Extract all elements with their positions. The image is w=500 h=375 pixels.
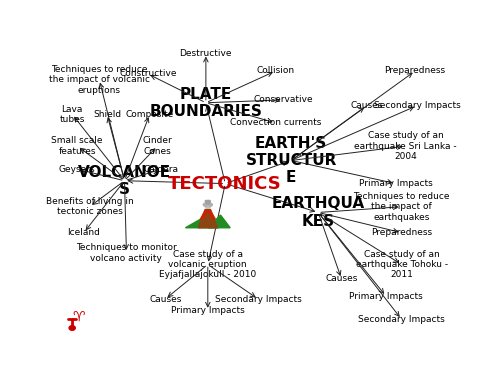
- Text: Techniques to reduce
the impact of volcanic
eruptions: Techniques to reduce the impact of volca…: [49, 65, 150, 94]
- Text: Constructive: Constructive: [119, 69, 176, 78]
- Text: Lava
tubes: Lava tubes: [60, 105, 85, 124]
- Text: EARTH'S
STRUCTUR
E: EARTH'S STRUCTUR E: [246, 136, 337, 185]
- Text: Destructive: Destructive: [180, 49, 232, 58]
- Text: Preparedness: Preparedness: [371, 228, 432, 237]
- Text: Causes: Causes: [149, 295, 182, 304]
- Circle shape: [69, 326, 75, 330]
- Text: EARTHQUA
KES: EARTHQUA KES: [272, 196, 365, 229]
- Polygon shape: [208, 210, 216, 219]
- Circle shape: [205, 204, 210, 208]
- Text: Primary Impacts: Primary Impacts: [349, 292, 423, 301]
- Circle shape: [208, 200, 210, 202]
- Polygon shape: [198, 210, 218, 228]
- Text: Case study of an
earthquake Sri Lanka -
2004: Case study of an earthquake Sri Lanka - …: [354, 131, 457, 161]
- Text: Techniques to monitor
volcano activity: Techniques to monitor volcano activity: [76, 243, 177, 262]
- Text: Secondary Impacts: Secondary Impacts: [215, 295, 302, 304]
- Text: Geysers: Geysers: [59, 165, 96, 174]
- Text: Causes: Causes: [326, 274, 358, 284]
- Text: ♈: ♈: [72, 309, 85, 323]
- Text: Techniques to reduce
the impact of
earthquakes: Techniques to reduce the impact of earth…: [354, 192, 450, 222]
- Text: Iceland: Iceland: [68, 228, 100, 237]
- Text: Benefits of living in
tectonic zones: Benefits of living in tectonic zones: [46, 197, 134, 216]
- Text: Conservative: Conservative: [254, 95, 313, 104]
- Polygon shape: [186, 216, 218, 228]
- Circle shape: [204, 203, 207, 206]
- Text: Shield: Shield: [93, 110, 121, 119]
- Text: VOLCANOE
S: VOLCANOE S: [78, 165, 171, 197]
- Text: Small scale
features: Small scale features: [52, 136, 103, 156]
- Polygon shape: [200, 210, 207, 219]
- Polygon shape: [208, 215, 230, 228]
- Text: Convection currents: Convection currents: [230, 118, 322, 128]
- Text: Causes: Causes: [350, 101, 383, 110]
- Circle shape: [206, 201, 210, 204]
- Circle shape: [205, 200, 208, 202]
- Text: Composite: Composite: [126, 110, 174, 119]
- Text: Primary Impacts: Primary Impacts: [359, 179, 432, 188]
- Text: Secondary Impacts: Secondary Impacts: [358, 315, 445, 324]
- Text: Cinder
Cones: Cinder Cones: [142, 136, 172, 156]
- Text: Primary Impacts: Primary Impacts: [171, 306, 244, 315]
- Text: TECTONICS: TECTONICS: [168, 175, 282, 193]
- Text: Preparedness: Preparedness: [384, 66, 446, 75]
- Text: Case study of an
earthquake Tohoku -
2011: Case study of an earthquake Tohoku - 201…: [356, 249, 448, 279]
- Circle shape: [208, 203, 212, 206]
- Text: Collision: Collision: [256, 66, 294, 75]
- Text: Caldera: Caldera: [144, 165, 179, 174]
- Text: Secondary Impacts: Secondary Impacts: [374, 101, 460, 110]
- Text: Case study of a
volcanic eruption
Eyjafjallajokull - 2010: Case study of a volcanic eruption Eyjafj…: [159, 249, 256, 279]
- Text: PLATE
BOUNDARIES: PLATE BOUNDARIES: [150, 87, 262, 119]
